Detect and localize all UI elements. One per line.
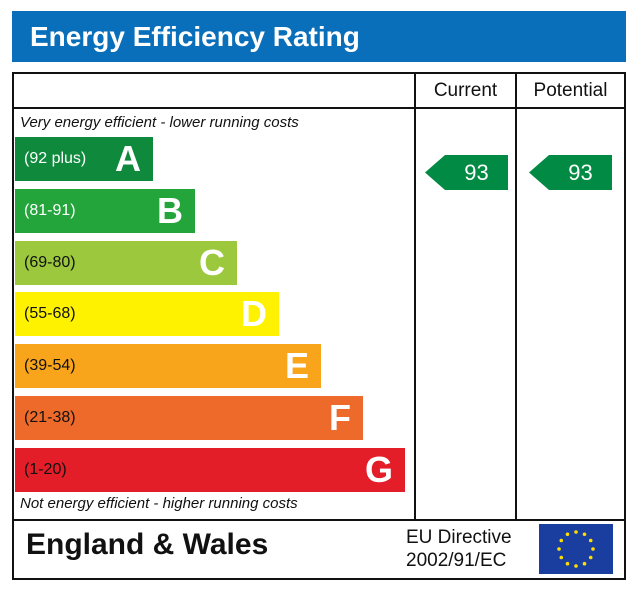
top-note: Very energy efficient - lower running co… — [20, 114, 299, 131]
band-letter: F — [329, 397, 351, 438]
divider — [12, 107, 626, 109]
region-label: England & Wales — [26, 528, 269, 561]
band-range: (39-54) — [24, 357, 76, 375]
divider — [515, 72, 517, 520]
band-letter: A — [115, 138, 141, 179]
directive-line1: EU Directive — [406, 527, 512, 548]
star-icon — [557, 547, 561, 551]
star-icon — [588, 555, 593, 560]
divider — [12, 519, 626, 521]
band-range: (81-91) — [24, 201, 76, 219]
eu-flag-icon — [539, 524, 613, 574]
band-b: (81-91) B — [15, 188, 195, 233]
potential-rating-arrow: 93 — [529, 155, 612, 190]
band-letter: E — [284, 345, 309, 387]
star-icon — [574, 564, 578, 568]
star-icon — [559, 555, 564, 560]
chart-title: Energy Efficiency Rating — [30, 21, 360, 52]
star-icon — [559, 538, 564, 543]
rating-table — [12, 72, 626, 580]
band-a: (92 plus) A — [15, 137, 153, 181]
star-icon — [565, 561, 570, 566]
current-rating-arrow: 93 — [425, 155, 508, 190]
divider — [414, 72, 416, 520]
current-header: Current — [433, 80, 498, 101]
star-icon — [588, 538, 593, 543]
band-letter: C — [199, 241, 225, 283]
band-e: (39-54) E — [15, 344, 321, 389]
title-bar: Energy Efficiency Rating — [12, 11, 626, 62]
band-d: (55-68) D — [15, 292, 279, 337]
band-range: (55-68) — [24, 305, 76, 323]
directive-line2: 2002/91/EC — [406, 550, 507, 571]
band-range: (92 plus) — [24, 150, 87, 167]
bottom-note: Not energy efficient - higher running co… — [20, 495, 298, 512]
band-range: (21-38) — [24, 409, 76, 426]
star-icon — [582, 532, 587, 537]
band-letter: G — [364, 448, 393, 490]
potential-rating-value: 93 — [568, 160, 593, 185]
band-c: (69-80) C — [15, 240, 237, 285]
band-range: (1-20) — [24, 460, 67, 478]
current-rating-value: 93 — [464, 160, 489, 185]
band-range: (69-80) — [24, 253, 76, 271]
band-letter: D — [241, 293, 267, 335]
star-icon — [565, 532, 570, 537]
potential-header: Potential — [533, 80, 608, 101]
star-icon — [591, 547, 595, 551]
band-g: (1-20) G — [15, 447, 405, 492]
eu-directive: EU Directive 2002/91/EC — [406, 526, 512, 572]
band-f: (21-38) F — [15, 396, 363, 440]
band-letter: B — [157, 189, 183, 231]
star-icon — [574, 530, 578, 534]
star-icon — [582, 561, 587, 566]
